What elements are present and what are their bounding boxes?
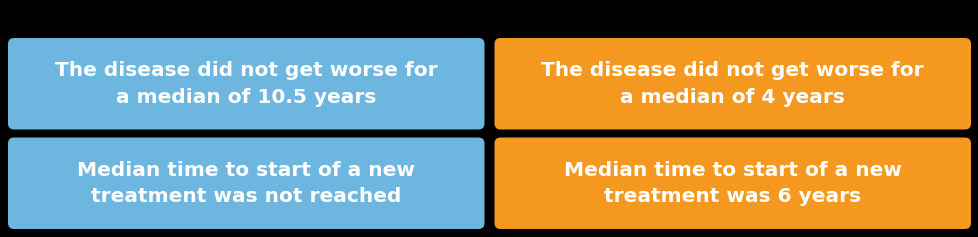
FancyBboxPatch shape [8, 38, 484, 129]
Text: The disease did not get worse for
a median of 4 years: The disease did not get worse for a medi… [541, 61, 923, 106]
Text: Median time to start of a new
treatment was not reached: Median time to start of a new treatment … [77, 160, 415, 206]
Text: Median time to start of a new
treatment was 6 years: Median time to start of a new treatment … [563, 160, 901, 206]
FancyBboxPatch shape [494, 137, 970, 229]
FancyBboxPatch shape [494, 38, 970, 129]
Text: The disease did not get worse for
a median of 10.5 years: The disease did not get worse for a medi… [55, 61, 437, 106]
FancyBboxPatch shape [8, 137, 484, 229]
